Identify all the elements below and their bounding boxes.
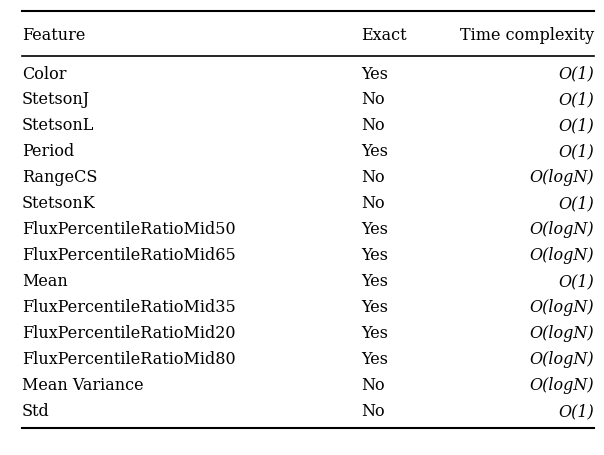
Text: FluxPercentileRatioMid20: FluxPercentileRatioMid20 [22, 324, 236, 341]
Text: O(1): O(1) [558, 402, 594, 419]
Text: Yes: Yes [362, 221, 388, 238]
Text: No: No [362, 169, 385, 186]
Text: O(1): O(1) [558, 273, 594, 289]
Text: FluxPercentileRatioMid65: FluxPercentileRatioMid65 [22, 247, 236, 264]
Text: O(1): O(1) [558, 66, 594, 82]
Text: StetsonK: StetsonK [22, 195, 96, 212]
Text: No: No [362, 195, 385, 212]
Text: Period: Period [22, 143, 74, 160]
Text: Yes: Yes [362, 298, 388, 315]
Text: O(logN): O(logN) [529, 350, 594, 367]
Text: Std: Std [22, 402, 50, 419]
Text: Yes: Yes [362, 247, 388, 264]
Text: No: No [362, 91, 385, 108]
Text: O(logN): O(logN) [529, 169, 594, 186]
Text: Yes: Yes [362, 273, 388, 289]
Text: O(1): O(1) [558, 117, 594, 134]
Text: Yes: Yes [362, 324, 388, 341]
Text: O(logN): O(logN) [529, 221, 594, 238]
Text: Yes: Yes [362, 143, 388, 160]
Text: O(logN): O(logN) [529, 247, 594, 264]
Text: O(1): O(1) [558, 195, 594, 212]
Text: FluxPercentileRatioMid35: FluxPercentileRatioMid35 [22, 298, 236, 315]
Text: Color: Color [22, 66, 66, 82]
Text: FluxPercentileRatioMid50: FluxPercentileRatioMid50 [22, 221, 236, 238]
Text: O(logN): O(logN) [529, 376, 594, 393]
Text: Mean Variance: Mean Variance [22, 376, 144, 393]
Text: Mean: Mean [22, 273, 68, 289]
Text: Time complexity: Time complexity [460, 27, 594, 44]
Text: O(logN): O(logN) [529, 324, 594, 341]
Text: O(1): O(1) [558, 143, 594, 160]
Text: Feature: Feature [22, 27, 85, 44]
Text: No: No [362, 376, 385, 393]
Text: No: No [362, 402, 385, 419]
Text: Yes: Yes [362, 66, 388, 82]
Text: O(1): O(1) [558, 91, 594, 108]
Text: FluxPercentileRatioMid80: FluxPercentileRatioMid80 [22, 350, 236, 367]
Text: No: No [362, 117, 385, 134]
Text: RangeCS: RangeCS [22, 169, 97, 186]
Text: O(logN): O(logN) [529, 298, 594, 315]
Text: Yes: Yes [362, 350, 388, 367]
Text: Exact: Exact [362, 27, 407, 44]
Text: StetsonJ: StetsonJ [22, 91, 90, 108]
Text: StetsonL: StetsonL [22, 117, 94, 134]
